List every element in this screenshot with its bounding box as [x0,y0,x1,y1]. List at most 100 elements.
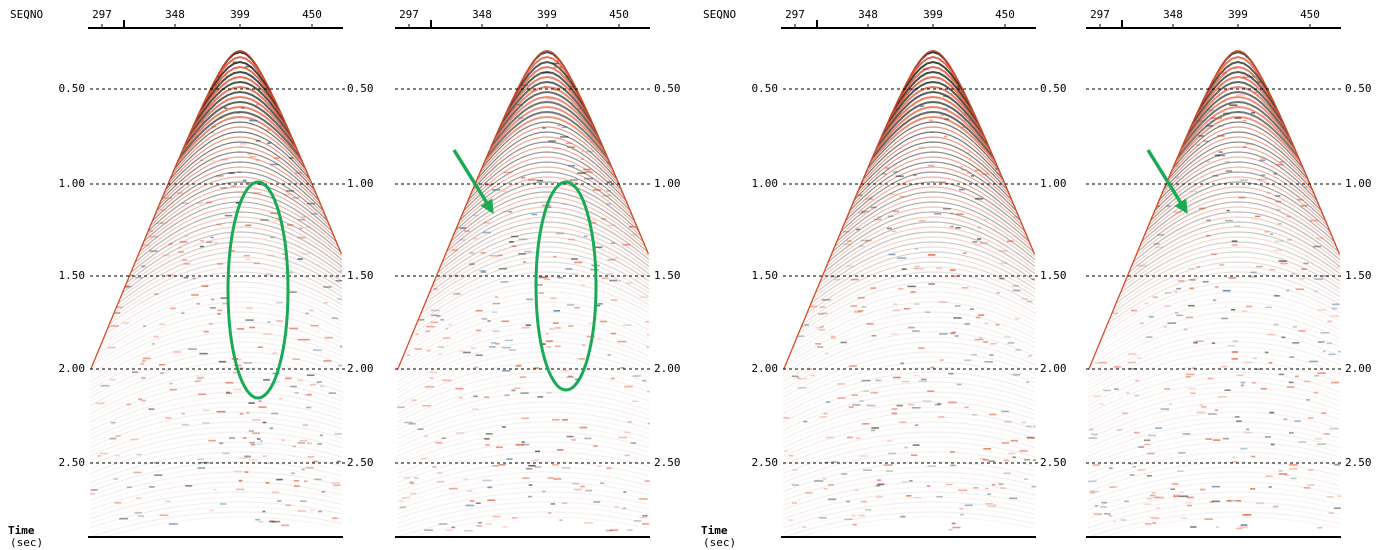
noise [1121,232,1129,235]
noise [1091,433,1098,436]
noise [521,441,525,443]
noise [201,422,210,424]
noise [1012,216,1018,218]
noise [1265,475,1273,478]
noise [1206,160,1211,163]
reflection [1088,406,1341,444]
noise [1268,361,1273,364]
noise [149,486,155,488]
noise [304,338,310,341]
noise [218,360,226,363]
reflection [783,406,1036,444]
noise [516,104,523,106]
noise [211,298,215,301]
reflection [90,100,343,304]
reflection [90,411,343,449]
noise [555,345,561,347]
noise [528,484,533,486]
noise [238,479,243,482]
noise [160,209,166,211]
noise [1250,488,1256,490]
noise [914,265,920,268]
noise [959,165,964,168]
noise [239,413,244,415]
reflection [1088,316,1341,372]
noise [891,412,897,415]
noise [1139,123,1144,125]
noise [181,423,189,426]
noise [953,317,962,319]
noise [513,65,521,67]
noise [860,500,868,503]
noise [1122,412,1128,415]
noise [145,134,154,137]
reflection [90,306,343,364]
noise [426,325,435,328]
reflection [397,476,650,506]
noise [891,107,900,110]
noise [881,173,887,175]
reflection [783,391,1036,432]
noise [321,491,325,493]
noise [1113,189,1120,191]
noise [1259,157,1266,160]
x-tick-label: 348 [858,8,878,21]
noise [987,505,996,508]
noise [991,121,1000,124]
noise [458,74,466,77]
noise [463,351,471,354]
noise [531,459,540,461]
noise [502,66,509,69]
noise [993,504,997,506]
reflection [90,341,343,391]
noise [914,424,919,426]
reflection [1088,456,1341,488]
noise [107,346,116,349]
noise [934,403,941,406]
noise [312,460,318,463]
noise [291,144,297,146]
noise [466,82,474,85]
reflection [1088,256,1341,331]
noise [1270,443,1275,446]
noise [1234,117,1242,119]
noise [1251,112,1255,114]
noise [576,66,584,68]
noise [458,396,463,399]
noise [1340,194,1341,197]
noise [1159,151,1167,153]
noise [1114,366,1122,368]
noise [571,258,578,260]
noise [241,107,245,109]
noise [130,438,139,441]
noise [1327,134,1337,137]
noise [294,485,300,487]
noise [165,417,172,419]
noise [417,264,422,267]
y-tick-label: 2.50 [1040,456,1067,469]
noise [1265,197,1272,200]
noise [1013,374,1020,376]
noise [424,126,434,128]
noise [956,383,962,386]
noise [873,392,877,394]
reflection [783,95,1036,307]
reflection [1088,221,1341,312]
noise [934,213,942,215]
noise [1170,488,1176,490]
noise [846,265,854,267]
noise [1120,519,1127,521]
noise [230,185,236,187]
noise [216,223,222,226]
noise [971,353,977,356]
reflection [397,346,650,395]
noise [913,267,918,270]
noise [168,243,173,246]
noise [1148,315,1154,318]
noise [953,275,958,278]
noise [245,319,254,321]
noise [476,525,483,527]
noise [492,330,500,332]
noise [1243,146,1247,148]
noise [430,321,439,324]
